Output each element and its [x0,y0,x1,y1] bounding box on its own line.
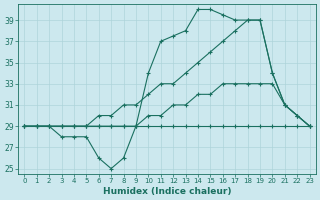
X-axis label: Humidex (Indice chaleur): Humidex (Indice chaleur) [103,187,231,196]
